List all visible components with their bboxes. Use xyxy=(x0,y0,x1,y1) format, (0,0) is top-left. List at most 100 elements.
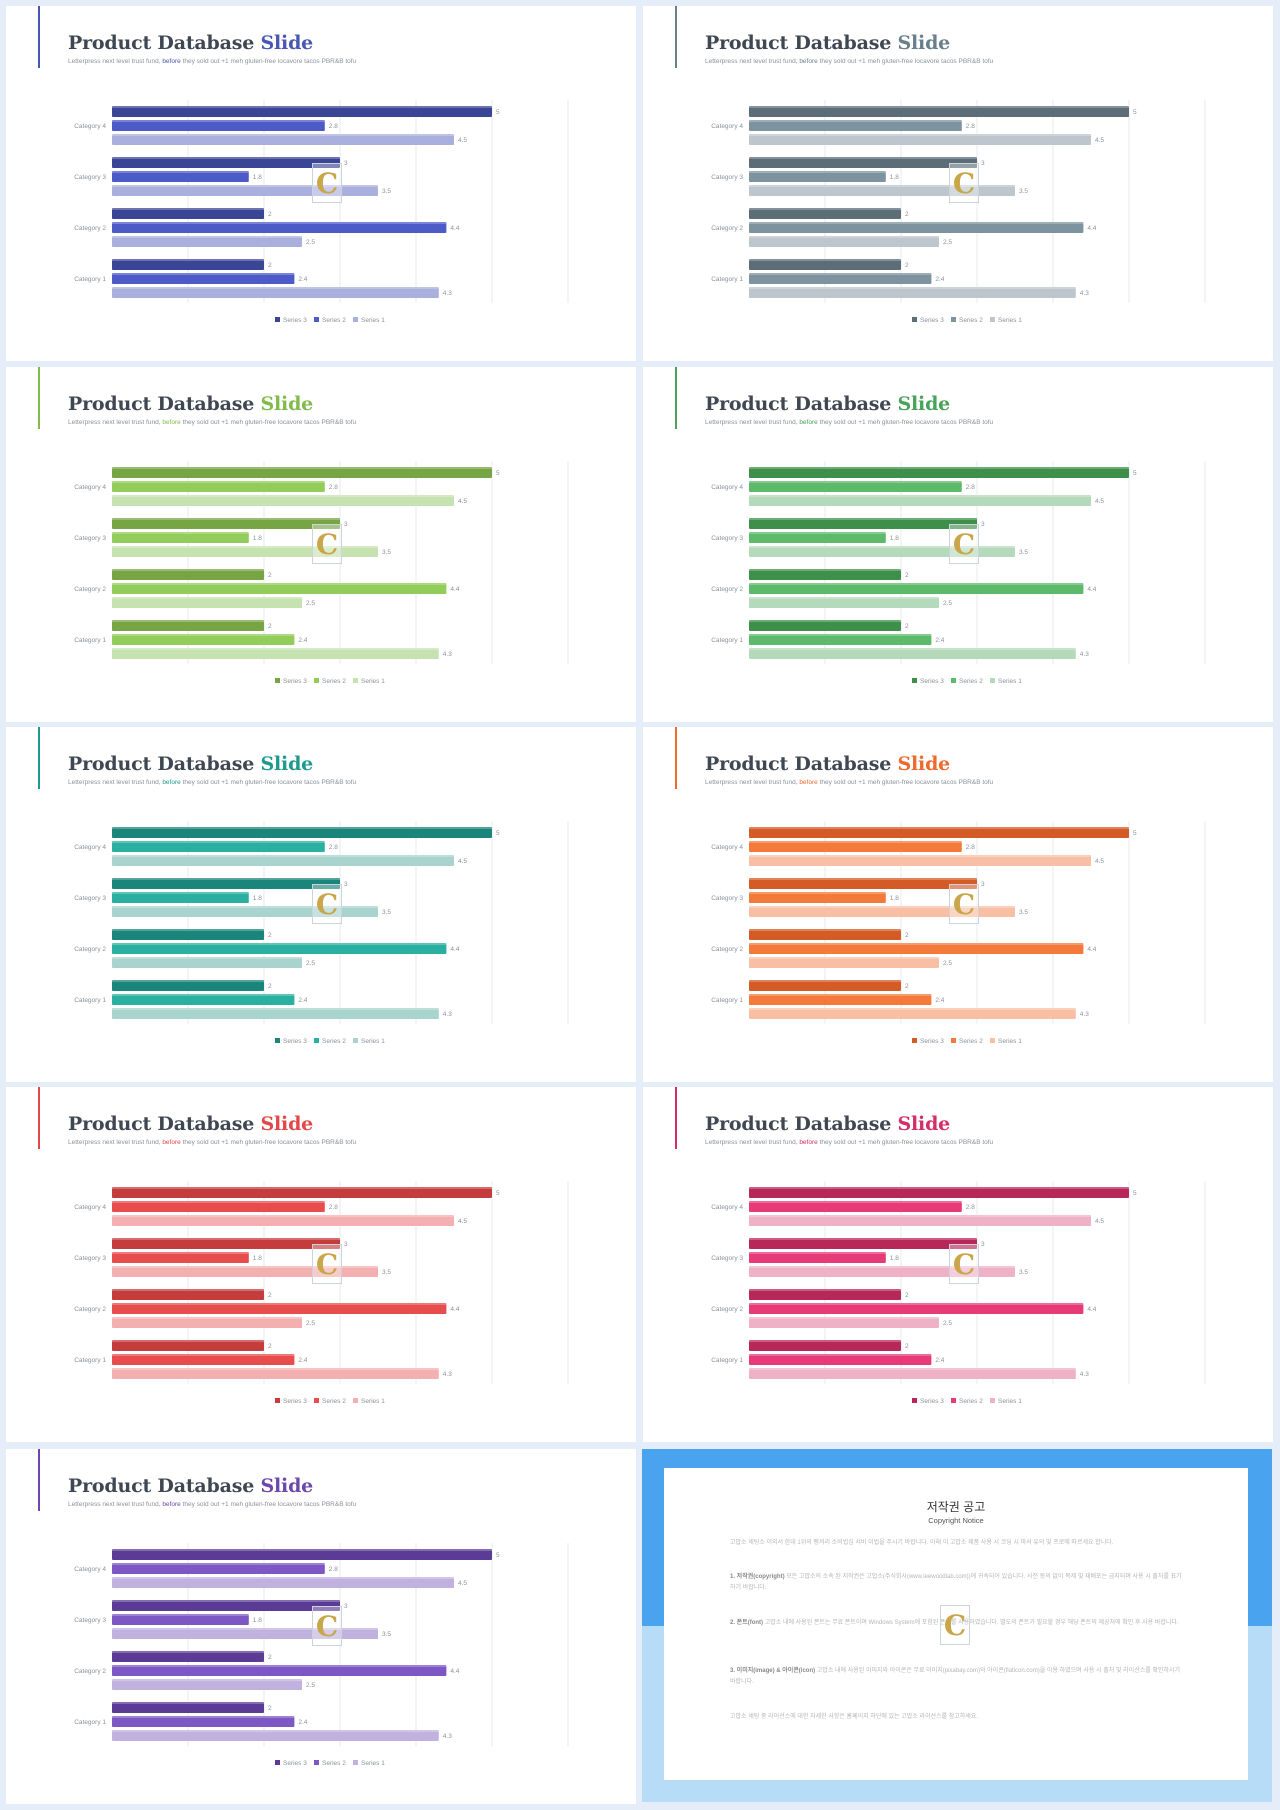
slide-title-main: Product Database xyxy=(705,393,892,415)
bar-highlight xyxy=(112,855,454,857)
bar xyxy=(749,259,901,270)
bar-highlight xyxy=(112,1252,249,1254)
category-label: Category 2 xyxy=(711,586,743,593)
data-label: 2.5 xyxy=(943,600,952,607)
data-label: 2.4 xyxy=(298,1719,307,1726)
slide-title-main: Product Database xyxy=(68,753,255,775)
legend-label: Series 3 xyxy=(920,317,944,324)
bar xyxy=(749,287,1076,298)
subtitle-text: they sold out +1 meh gluten-free locavor… xyxy=(182,1139,357,1146)
data-label: 2 xyxy=(268,1292,272,1299)
bar xyxy=(112,1187,492,1198)
bar-chart: 2 2.4 4.3 Category 1 2 4.4 2.5 Category 2 3 1.8 3.… xyxy=(711,821,1206,1045)
accent-line xyxy=(38,6,40,68)
bar xyxy=(112,171,249,182)
bar-highlight xyxy=(112,827,492,829)
legend-swatch xyxy=(353,1398,358,1403)
bar xyxy=(112,546,378,557)
data-label: 2.5 xyxy=(306,960,315,967)
bar xyxy=(112,994,295,1005)
subtitle-text: they sold out +1 meh gluten-free locavor… xyxy=(819,58,994,65)
slide-title: Product Database Slide xyxy=(68,393,313,415)
notice-paragraph-intro: 고맙소 세팅소 이외서 한데 1위의 팽저리 소비법심 서비 이법을 주시기 바… xyxy=(730,1540,1114,1546)
data-label: 4.5 xyxy=(458,1580,467,1587)
data-label: 3.5 xyxy=(382,1269,391,1276)
bar xyxy=(749,273,932,284)
subtitle-text: they sold out +1 meh gluten-free locavor… xyxy=(182,419,357,426)
bar xyxy=(749,827,1129,838)
data-label: 2 xyxy=(268,1705,272,1712)
bar-highlight xyxy=(749,597,939,599)
bar-highlight xyxy=(112,120,325,122)
data-label: 4.4 xyxy=(1087,946,1096,953)
legend-label: Series 1 xyxy=(361,1760,385,1767)
legend-swatch xyxy=(990,1398,995,1403)
watermark-logo-icon: C xyxy=(949,524,979,564)
legend-label: Series 2 xyxy=(959,317,983,324)
data-label: 2.5 xyxy=(306,1682,315,1689)
bar-highlight xyxy=(112,287,439,289)
bar-highlight xyxy=(112,1702,264,1704)
bar-highlight xyxy=(749,185,1015,187)
legend-label: Series 1 xyxy=(998,317,1022,324)
bar-highlight xyxy=(112,620,264,622)
legend-swatch xyxy=(314,317,319,322)
data-label: 2 xyxy=(268,1343,272,1350)
bar xyxy=(749,841,962,852)
bar-highlight xyxy=(749,1252,886,1254)
data-label: 4.3 xyxy=(443,651,452,658)
data-label: 1.8 xyxy=(890,1255,899,1262)
bar-highlight xyxy=(749,518,977,520)
slide-title-main: Product Database xyxy=(68,32,255,54)
legend-swatch xyxy=(951,1398,956,1403)
bar-highlight xyxy=(749,906,1015,908)
category-label: Category 2 xyxy=(74,586,106,593)
legend-swatch xyxy=(353,678,358,683)
bar-highlight xyxy=(112,1215,454,1217)
bar xyxy=(749,906,1015,917)
category-label: Category 4 xyxy=(711,1204,743,1211)
bar-highlight xyxy=(749,648,1076,650)
data-label: 1.8 xyxy=(253,1617,262,1624)
subtitle-text: Letterpress next level trust fund, xyxy=(68,1139,161,1146)
bar xyxy=(749,1289,901,1300)
bar xyxy=(112,1266,378,1277)
slide-title: Product Database Slide xyxy=(68,1475,313,1497)
data-label: 2.8 xyxy=(966,844,975,851)
category-label: Category 3 xyxy=(74,1255,106,1262)
bar xyxy=(112,467,492,478)
notice-card: 저작권 공고 Copyright Notice 고맙소 세팅소 이외서 한데 1… xyxy=(664,1468,1248,1780)
data-label: 4.4 xyxy=(1087,225,1096,232)
chart-slide: Product Database Slide Letterpress next l… xyxy=(643,727,1273,1082)
bar xyxy=(749,1340,901,1351)
data-label: 2.4 xyxy=(298,997,307,1004)
watermark-logo-icon: C xyxy=(940,1605,970,1645)
data-label: 3 xyxy=(981,521,985,528)
bar xyxy=(112,1600,340,1611)
accent-line xyxy=(38,1449,40,1511)
legend-swatch xyxy=(353,1038,358,1043)
bar-highlight xyxy=(749,259,901,261)
bar-highlight xyxy=(112,1008,439,1010)
data-label: 2.8 xyxy=(966,1204,975,1211)
category-label: Category 2 xyxy=(74,946,106,953)
bar-highlight xyxy=(749,583,1084,585)
category-label: Category 2 xyxy=(711,225,743,232)
notice-title: 저작권 공고 xyxy=(926,1500,986,1514)
bar-highlight xyxy=(749,1008,1076,1010)
category-label: Category 3 xyxy=(711,174,743,181)
subtitle-text: Letterpress next level trust fund, xyxy=(68,779,161,786)
bar xyxy=(112,1665,447,1676)
legend-label: Series 2 xyxy=(322,1038,346,1045)
bar-highlight xyxy=(112,648,439,650)
bar-highlight xyxy=(749,208,901,210)
bar xyxy=(749,648,1076,659)
bar-highlight xyxy=(749,1289,901,1291)
bar xyxy=(749,467,1129,478)
bar-highlight xyxy=(112,1238,340,1240)
bar-highlight xyxy=(749,532,886,534)
bar-highlight xyxy=(112,597,302,599)
bar xyxy=(112,1201,325,1212)
data-label: 2.5 xyxy=(306,1320,315,1327)
bar xyxy=(112,185,378,196)
